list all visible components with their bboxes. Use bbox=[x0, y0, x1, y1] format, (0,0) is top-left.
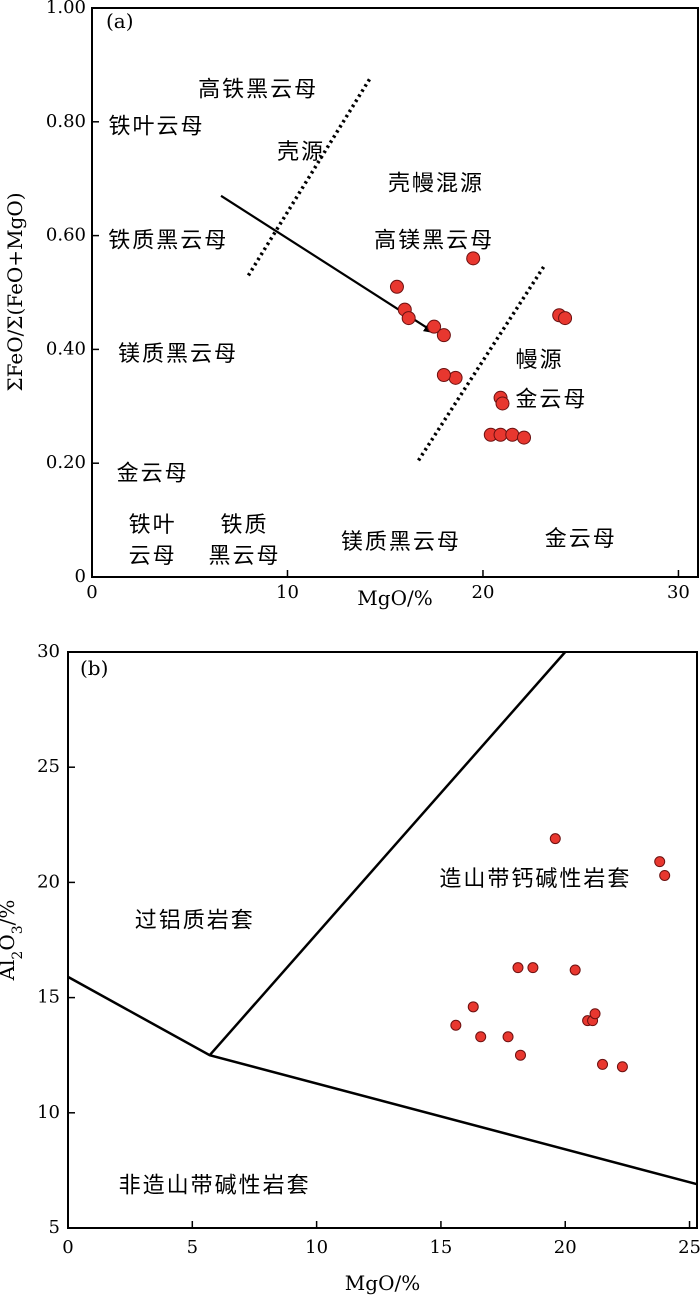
data-point bbox=[401, 311, 416, 326]
region-label: 过铝质岩套 bbox=[135, 909, 255, 934]
data-point bbox=[448, 370, 463, 385]
region-label: 黑云母 bbox=[208, 544, 280, 569]
region-label: 非造山带碱性岩套 bbox=[119, 1174, 311, 1199]
mantle-boundary-line bbox=[417, 265, 546, 462]
data-point bbox=[389, 279, 404, 294]
axis-label-part: O bbox=[0, 934, 19, 950]
data-point bbox=[549, 833, 561, 845]
region-label: 铁质黑云母 bbox=[108, 228, 228, 253]
x-tick-label: 20 bbox=[554, 1237, 577, 1258]
crust-boundary-line bbox=[246, 78, 372, 277]
region-label: 高镁黑云母 bbox=[374, 228, 494, 253]
data-point bbox=[427, 319, 442, 334]
data-point bbox=[512, 962, 524, 974]
data-point bbox=[475, 1031, 487, 1043]
y-tick-label: 25 bbox=[37, 756, 60, 777]
data-point bbox=[569, 964, 581, 976]
y-tick-label: 20 bbox=[37, 871, 60, 892]
panel-label: (a) bbox=[106, 9, 134, 33]
y-tick-label: 1.00 bbox=[46, 0, 86, 18]
x-axis-label: MgO/% bbox=[357, 586, 432, 610]
y-axis-label: Al2O3/% bbox=[0, 900, 26, 982]
region-label: 镁质黑云母 bbox=[341, 530, 461, 555]
axis-label-part: 3 bbox=[10, 925, 26, 934]
y-tick-label: 30 bbox=[37, 641, 60, 662]
x-tick-label: 30 bbox=[667, 582, 690, 603]
x-tick-label: 10 bbox=[276, 582, 299, 603]
region-label: 壳源 bbox=[277, 140, 325, 165]
data-point bbox=[493, 427, 508, 442]
region-label: 铁质 bbox=[220, 513, 268, 538]
data-point bbox=[514, 1049, 526, 1061]
x-tick-label: 20 bbox=[472, 582, 495, 603]
region-label: 金云母 bbox=[545, 527, 617, 552]
x-tick-label: 0 bbox=[62, 1237, 73, 1258]
data-point bbox=[654, 856, 666, 868]
axis-label-part: 2 bbox=[10, 951, 26, 960]
region-label: 金云母 bbox=[515, 388, 587, 413]
y-tick-label: 10 bbox=[37, 1102, 60, 1123]
lower-boundary-line bbox=[67, 975, 698, 1186]
region-label: 铁叶 bbox=[129, 513, 177, 538]
axis-label-part: /% bbox=[0, 900, 19, 926]
data-point bbox=[616, 1061, 628, 1073]
upper-boundary-line bbox=[208, 651, 567, 1057]
data-point bbox=[659, 869, 671, 881]
x-axis-label: MgO/% bbox=[345, 1271, 420, 1295]
region-label: 云母 bbox=[129, 544, 177, 569]
region-label: 幔源 bbox=[516, 348, 564, 373]
data-point bbox=[450, 1019, 462, 1031]
axis-label-part: Al bbox=[0, 960, 19, 982]
data-point bbox=[527, 962, 539, 974]
plot-frame bbox=[67, 651, 698, 1229]
data-point bbox=[467, 1001, 479, 1013]
y-tick-label: 15 bbox=[37, 987, 60, 1008]
y-tick-label: 0.60 bbox=[46, 225, 86, 246]
y-tick-label: 0.40 bbox=[46, 338, 86, 359]
data-point bbox=[589, 1008, 601, 1020]
plot-frame bbox=[91, 7, 699, 578]
y-tick-label: 0.20 bbox=[46, 452, 86, 473]
data-point bbox=[436, 328, 451, 343]
x-tick-label: 15 bbox=[429, 1237, 452, 1258]
panel-label: (b) bbox=[80, 656, 108, 680]
region-label: 镁质黑云母 bbox=[118, 342, 238, 367]
x-tick-label: 10 bbox=[305, 1237, 328, 1258]
region-label: 高铁黑云母 bbox=[198, 78, 318, 103]
y-tick-label: 0.80 bbox=[46, 111, 86, 132]
data-point bbox=[436, 368, 451, 383]
x-tick-label: 5 bbox=[187, 1237, 198, 1258]
region-label: 壳幔混源 bbox=[388, 171, 484, 196]
data-point bbox=[558, 311, 573, 326]
data-point bbox=[495, 396, 510, 411]
data-point bbox=[466, 251, 481, 266]
data-point bbox=[517, 430, 532, 445]
data-point bbox=[597, 1058, 609, 1070]
region-label: 铁叶云母 bbox=[109, 114, 205, 139]
y-tick-label: 5 bbox=[49, 1217, 60, 1238]
y-tick-label: 0 bbox=[75, 566, 86, 587]
data-point bbox=[505, 427, 520, 442]
data-point bbox=[502, 1031, 514, 1043]
x-tick-label: 25 bbox=[678, 1237, 700, 1258]
y-axis-label: ΣFeO/Σ(FeO+MgO) bbox=[3, 192, 27, 391]
region-label: 金云母 bbox=[117, 462, 189, 487]
region-label: 造山带钙碱性岩套 bbox=[439, 867, 631, 892]
x-tick-label: 0 bbox=[86, 582, 97, 603]
